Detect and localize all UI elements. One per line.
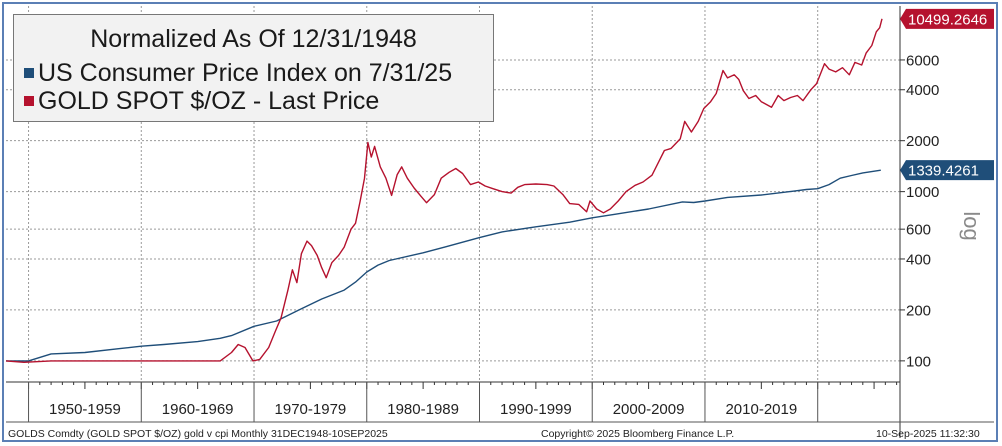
x-period-label: 1950-1959 xyxy=(49,401,121,418)
legend-swatch-cpi xyxy=(24,68,34,78)
legend-swatch-gold xyxy=(24,96,34,106)
y-tick-label: 400 xyxy=(906,251,931,268)
y-tick-label: 100 xyxy=(906,353,931,370)
last-value-label: 10499.2646 xyxy=(908,11,987,28)
legend-entry-gold: GOLD SPOT $/OZ - Last Price xyxy=(24,87,379,116)
chart-svg: 1950-1959 1960-1969 1970-1979 1980-1989 1990… xyxy=(5,6,994,438)
legend: Normalized As Of 12/31/1948 US Consumer … xyxy=(13,14,494,122)
last-value-tag-cpi: 1339.4261 xyxy=(900,160,994,181)
y-tick-label: 1000 xyxy=(906,184,939,201)
legend-entry-cpi: US Consumer Price Index on 7/31/25 xyxy=(24,59,452,88)
y-tick-label: 200 xyxy=(906,302,931,319)
series-layer xyxy=(5,18,883,363)
last-value-tag-gold: 10499.2646 xyxy=(900,8,994,29)
chart-title: Normalized As Of 12/31/1948 xyxy=(90,25,417,53)
x-period-label: 1980-1989 xyxy=(387,401,459,418)
y-axis-label: log xyxy=(959,211,984,240)
x-period-label: 1990-1999 xyxy=(500,401,572,418)
x-period-label: 2010-2019 xyxy=(725,401,797,418)
x-period-label: 1960-1969 xyxy=(162,401,234,418)
x-period-label: 1970-1979 xyxy=(275,401,347,418)
footer-timestamp: 10-Sep-2025 11:32:30 xyxy=(876,428,980,440)
footer-copyright: Copyright© 2025 Bloomberg Finance L.P. xyxy=(541,428,735,440)
y-tick-label: 4000 xyxy=(906,82,939,99)
legend-label-gold: GOLD SPOT $/OZ - Last Price xyxy=(38,87,380,115)
last-value-tag-bg xyxy=(900,160,994,181)
series-line-gold xyxy=(5,18,883,363)
footer-source: GOLDS Comdty (GOLD SPOT $/OZ) gold v cpi… xyxy=(8,428,388,440)
series-line-cpi xyxy=(6,169,881,362)
last-value-label: 1339.4261 xyxy=(908,163,979,180)
y-tick-label: 600 xyxy=(906,222,931,239)
y-tick-label: 2000 xyxy=(906,133,939,150)
axis-layer xyxy=(6,6,994,438)
legend-label-cpi: US Consumer Price Index on 7/31/25 xyxy=(38,59,453,87)
x-period-label: 2000-2009 xyxy=(613,401,685,418)
last-value-tag-bg xyxy=(900,8,994,29)
label-layer: 1950-1959 1960-1969 1970-1979 1980-1989 1990… xyxy=(49,8,994,418)
y-tick-label: 6000 xyxy=(906,52,939,69)
